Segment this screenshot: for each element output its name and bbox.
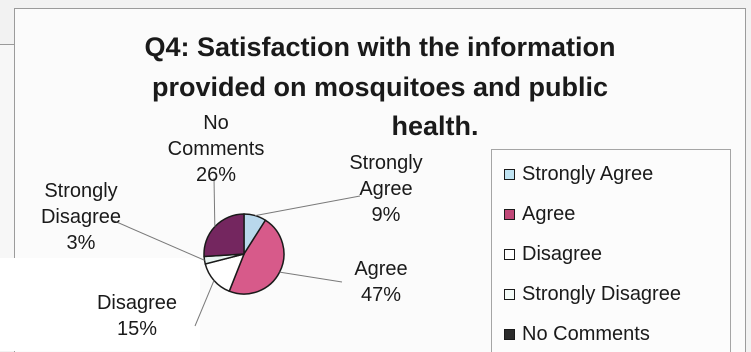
leader-line-disagree (194, 280, 215, 327)
label-agree-line-1: Agree (354, 258, 408, 280)
legend-item-strongly-agree: Strongly Agree (504, 161, 653, 187)
legend-swatch-no-comments (504, 328, 515, 340)
legend-label-agree: Agree (522, 202, 576, 225)
label-strongly-agree-value: 9% (371, 204, 401, 226)
chart-title-line-1: Q4: Satisfaction with the information (144, 32, 616, 62)
pie-slice-agree (228, 219, 285, 295)
legend-item-disagree: Disagree (504, 241, 602, 267)
label-no-comments-value: 26% (195, 164, 237, 186)
legend-swatch-strongly-disagree (504, 288, 515, 300)
legend-label-disagree: Disagree (522, 242, 603, 265)
leader-line-strongly-disagree (111, 219, 205, 261)
legend-label-strongly-disagree: Strongly Disagree (522, 282, 681, 305)
label-disagree-value: 15% (116, 318, 158, 340)
label-strongly-agree: Strongly Agree 9% (326, 150, 446, 228)
label-no-comments-line-2: Comments (167, 138, 265, 160)
label-disagree-line-1: Disagree (96, 292, 178, 314)
legend-item-no-comments: No Comments (504, 321, 650, 347)
label-no-comments: No Comments 26% (156, 110, 276, 188)
legend-label-strongly-agree: Strongly Agree (522, 162, 654, 185)
label-strongly-agree-line-1: Strongly (349, 152, 423, 174)
label-strongly-agree-line-2: Agree (359, 178, 413, 200)
chart-title-line-2: provided on mosquitoes and public (151, 72, 609, 102)
label-strongly-disagree-line-2: Disagree (40, 206, 122, 228)
legend-label-no-comments: No Comments (522, 322, 650, 345)
legend-swatch-disagree (504, 248, 515, 260)
leader-line-strongly-agree (255, 195, 361, 217)
label-strongly-disagree-line-1: Strongly (44, 180, 118, 202)
label-agree-value: 47% (360, 284, 402, 306)
background-panel-corner (0, 258, 200, 351)
label-strongly-disagree-value: 3% (66, 232, 96, 254)
leader-line-no-comments (213, 177, 216, 227)
chart-legend: Strongly Agree Agree Disagree Strongly D… (491, 149, 731, 352)
legend-item-agree: Agree (504, 201, 575, 227)
chart-title-line-3: health. (391, 111, 479, 141)
pie-slice-no-comments (203, 213, 245, 258)
label-strongly-disagree: Strongly Disagree 3% (22, 178, 140, 256)
legend-swatch-strongly-agree (504, 168, 515, 180)
label-no-comments-line-1: No (203, 112, 229, 134)
legend-swatch-agree (504, 208, 515, 220)
leader-line-agree (279, 271, 343, 283)
label-disagree: Disagree 15% (82, 290, 192, 342)
legend-item-strongly-disagree: Strongly Disagree (504, 281, 681, 307)
label-agree: Agree 47% (336, 256, 426, 308)
